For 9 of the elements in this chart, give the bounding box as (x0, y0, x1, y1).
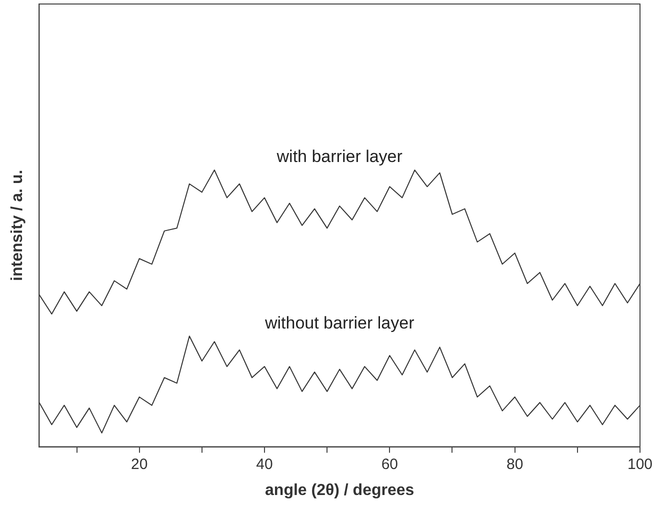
y-axis-title: intensity / a. u. (9, 170, 26, 281)
x-tick-label: 80 (506, 456, 524, 473)
x-tick-label: 60 (381, 456, 398, 473)
series-label: with barrier layer (276, 147, 403, 166)
x-tick-label: 40 (256, 456, 273, 473)
x-tick-label: 20 (130, 456, 148, 473)
x-tick-label: 100 (627, 456, 653, 473)
series-label: without barrier layer (264, 313, 415, 332)
x-axis-title: angle (2θ) / degrees (265, 482, 414, 499)
